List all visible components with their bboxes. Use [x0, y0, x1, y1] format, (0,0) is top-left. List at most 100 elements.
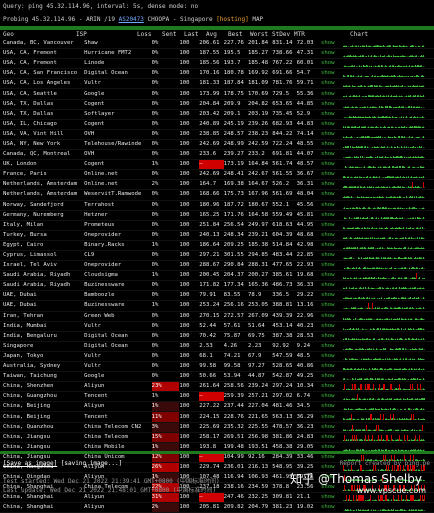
cell-last: — — [199, 392, 223, 402]
cell-mtr[interactable]: show — [321, 49, 343, 59]
latency-chart — [343, 281, 434, 291]
cell-loss: 0% — [152, 230, 180, 240]
cell-loss: 0% — [152, 220, 180, 230]
cell-mtr[interactable]: show — [321, 39, 343, 49]
cell-mtr[interactable]: show — [321, 170, 343, 180]
cell-sent: 100 — [179, 160, 199, 170]
sparkline — [343, 302, 425, 309]
cell-loss: 0% — [152, 119, 180, 129]
cell-mtr[interactable]: show — [321, 230, 343, 240]
cell-mtr[interactable]: show — [321, 301, 343, 311]
cell-mtr[interactable]: show — [321, 240, 343, 250]
cell-mtr[interactable]: show — [321, 341, 343, 351]
latency-chart — [343, 99, 434, 109]
cell-isp: Tencent — [84, 392, 152, 402]
cell-worst: 767.22 — [272, 59, 296, 69]
cell-mtr[interactable]: show — [321, 89, 343, 99]
cell-worst: 559.49 — [272, 210, 296, 220]
cell-mtr[interactable]: show — [321, 493, 343, 503]
cell-mtr[interactable]: show — [321, 109, 343, 119]
cell-stdev: 42.98 — [297, 240, 321, 250]
cell-best: 294.85 — [248, 250, 272, 260]
cell-mtr[interactable]: show — [321, 372, 343, 382]
cell-isp: Digital Ocean — [84, 331, 152, 341]
cell-mtr[interactable]: show — [321, 160, 343, 170]
cell-mtr[interactable]: show — [321, 200, 343, 210]
watermark-url: www.vpscue.com — [357, 486, 426, 495]
cell-stdev: 24.83 — [297, 432, 321, 442]
cell-stdev: 19.02 — [297, 503, 321, 513]
cell-mtr[interactable]: show — [321, 119, 343, 129]
cell-mtr[interactable]: show — [321, 59, 343, 69]
cell-mtr[interactable]: show — [321, 402, 343, 412]
asn-link[interactable]: AS20473 — [119, 16, 144, 23]
cell-mtr[interactable]: show — [321, 261, 343, 271]
cell-mtr[interactable]: show — [321, 382, 343, 392]
cell-worst: 381.86 — [272, 432, 296, 442]
cell-last: 164.7 — [199, 180, 223, 190]
latency-chart — [343, 271, 434, 281]
latency-chart — [343, 311, 434, 321]
cell-loss: 0% — [152, 261, 180, 271]
cell-mtr[interactable]: show — [321, 250, 343, 260]
watermark: 知乎 @Thomas Shelby — [290, 470, 422, 487]
cell-stdev: 48.68 — [297, 230, 321, 240]
cell-mtr[interactable]: show — [321, 422, 343, 432]
cell-mtr[interactable]: show — [321, 69, 343, 79]
cell-mtr[interactable]: show — [321, 351, 343, 361]
cell-mtr[interactable]: show — [321, 392, 343, 402]
cell-worst: 388.81 — [272, 301, 296, 311]
cell-geo: China, Shanghai — [0, 503, 84, 513]
cell-mtr[interactable]: show — [321, 150, 343, 160]
latency-chart — [343, 160, 434, 170]
cell-mtr[interactable]: show — [321, 210, 343, 220]
cell-last: 288.67 — [199, 261, 223, 271]
cell-isp: Google — [84, 89, 152, 99]
latency-chart — [343, 170, 434, 180]
cell-stdev: 19.68 — [297, 271, 321, 281]
save-image-button[interactable]: [Save as image] — [3, 460, 57, 467]
cell-mtr[interactable]: show — [321, 503, 343, 513]
latency-chart — [343, 49, 434, 59]
sparkline — [343, 191, 425, 198]
cell-mtr[interactable]: show — [321, 99, 343, 109]
cell-avg: 177.34 — [224, 281, 248, 291]
cell-stdev: 10.34 — [297, 382, 321, 392]
cell-avg: 169.38 — [224, 180, 248, 190]
cell-best: 257.21 — [248, 392, 272, 402]
cell-mtr[interactable]: show — [321, 180, 343, 190]
cell-last: 253.24 — [199, 301, 223, 311]
latency-chart — [343, 341, 434, 351]
map-link[interactable]: MAP — [252, 16, 263, 23]
cell-loss: 0% — [152, 39, 180, 49]
cell-mtr[interactable]: show — [321, 220, 343, 230]
cell-geo: Israel, Tel Aviv — [0, 261, 84, 271]
cell-mtr[interactable]: show — [321, 321, 343, 331]
cell-isp: Aliyun — [84, 503, 152, 513]
cell-avg: 180.78 — [224, 69, 248, 79]
cell-mtr[interactable]: show — [321, 190, 343, 200]
cell-mtr[interactable]: show — [321, 271, 343, 281]
cell-loss: 1% — [152, 392, 180, 402]
cell-sent: 100 — [179, 503, 199, 513]
cell-mtr[interactable]: show — [321, 281, 343, 291]
cell-mtr[interactable]: show — [321, 412, 343, 422]
cell-isp: Digital Ocean — [84, 69, 152, 79]
cell-stdev: 44.83 — [297, 119, 321, 129]
cell-mtr[interactable]: show — [321, 139, 343, 149]
cell-worst: 653.65 — [272, 99, 296, 109]
cell-stdev: 9.24 — [297, 341, 321, 351]
cell-geo: Netherlands, Amsterdam — [0, 180, 84, 190]
cell-mtr[interactable]: show — [321, 331, 343, 341]
cell-mtr[interactable]: show — [321, 432, 343, 442]
cell-mtr[interactable]: show — [321, 311, 343, 321]
cell-mtr[interactable]: show — [321, 291, 343, 301]
cell-mtr[interactable]: show — [321, 79, 343, 89]
cell-mtr[interactable]: show — [321, 129, 343, 139]
cell-last: 204.84 — [199, 99, 223, 109]
cell-geo: Canada, BC, Vancouver — [0, 39, 84, 49]
cell-loss: 1% — [152, 271, 180, 281]
cell-mtr[interactable]: show — [321, 362, 343, 372]
